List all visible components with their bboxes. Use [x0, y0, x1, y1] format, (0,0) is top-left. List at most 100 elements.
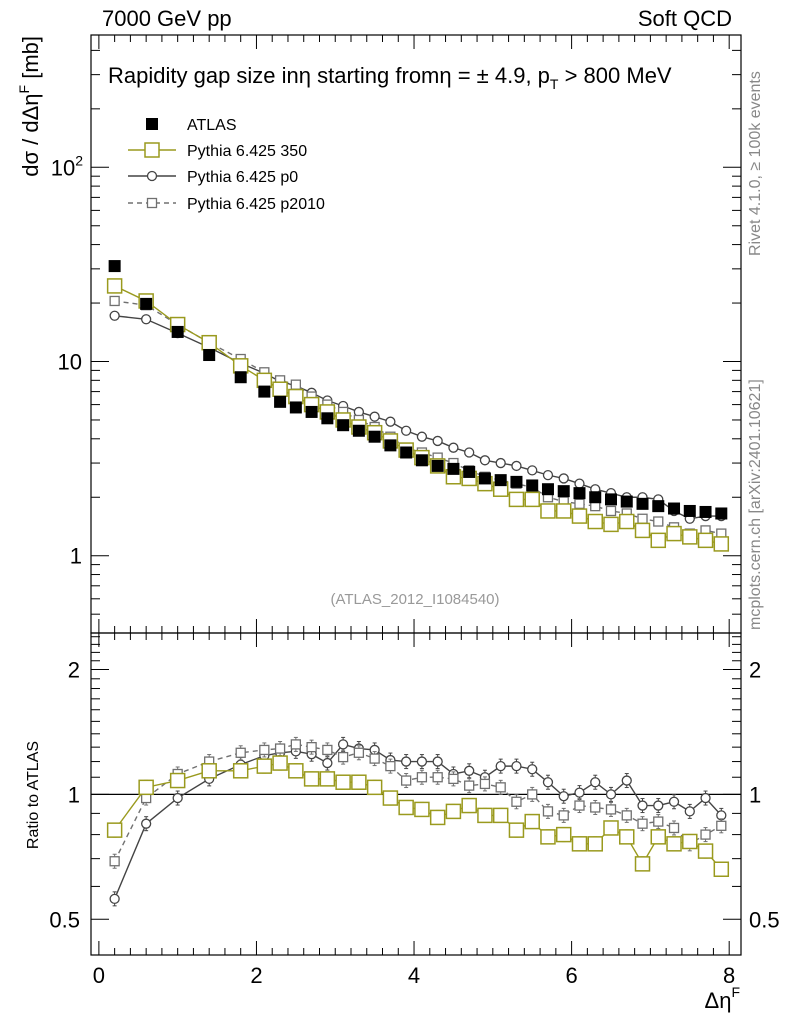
data-point	[232, 763, 249, 779]
data-point	[256, 758, 273, 774]
data-point	[335, 774, 351, 790]
data-point	[274, 395, 287, 408]
data-point	[431, 459, 444, 472]
data-point	[146, 197, 158, 209]
data-point	[201, 763, 217, 779]
data-point	[589, 491, 602, 504]
ratio-series-pythia-6-425-350	[106, 755, 730, 877]
x-tick-label: 4	[408, 963, 420, 988]
main-series-pythia-6-425-p2010	[109, 295, 727, 539]
y-axis-label: dσ / dΔηF [mb]	[16, 36, 43, 177]
data-point	[574, 498, 585, 509]
data-point	[290, 739, 301, 750]
data-point	[542, 777, 554, 788]
data-point	[603, 820, 619, 836]
data-point	[527, 789, 538, 800]
data-point	[306, 741, 317, 753]
legend-label: Pythia 6.425 p2010	[187, 196, 325, 213]
data-point	[682, 833, 698, 850]
legend-label: ATLAS	[187, 117, 237, 134]
energy-label: 7000 GeV pp	[102, 6, 232, 31]
data-point	[571, 836, 588, 852]
data-point	[637, 818, 648, 829]
data-point	[401, 756, 412, 767]
legend-label: Pythia 6.425 p0	[187, 169, 298, 186]
data-point	[169, 772, 186, 789]
data-point	[106, 822, 123, 838]
data-point	[605, 493, 617, 506]
data-point	[668, 502, 681, 515]
data-point	[108, 260, 121, 273]
data-point	[448, 773, 459, 785]
data-point	[235, 747, 246, 758]
data-point	[290, 379, 301, 390]
data-point	[573, 487, 586, 500]
data-point	[464, 765, 475, 776]
data-point	[258, 385, 271, 398]
analysis-watermark: (ATLAS_2012_I1084540)	[330, 591, 499, 608]
data-point	[494, 474, 507, 487]
data-point	[429, 809, 446, 826]
data-point	[172, 792, 183, 804]
data-point	[716, 820, 727, 831]
data-point	[303, 771, 320, 787]
data-point	[511, 460, 522, 472]
data-point	[203, 349, 216, 362]
data-point	[416, 431, 428, 442]
data-point	[382, 790, 399, 806]
data-point	[385, 760, 396, 772]
data-point	[540, 829, 556, 845]
category-label: Soft QCD	[637, 6, 732, 31]
data-point	[527, 465, 538, 476]
ratio-series-pythia-6-425-p0	[109, 736, 727, 907]
series-line	[114, 743, 722, 862]
data-point	[351, 774, 367, 790]
data-point	[445, 803, 462, 820]
data-point	[146, 170, 158, 182]
data-point	[109, 310, 120, 321]
data-point	[322, 757, 333, 769]
legend: ATLAS Pythia 6.425 350 Pythia 6.425 p0 Pyth…	[128, 117, 325, 213]
data-point	[352, 424, 365, 437]
data-point	[416, 756, 428, 767]
data-point	[478, 472, 491, 485]
data-point	[697, 843, 714, 859]
data-point	[201, 334, 217, 351]
data-point	[401, 775, 412, 786]
data-point	[479, 455, 491, 466]
data-point	[141, 818, 152, 829]
data-point	[574, 787, 585, 798]
data-point	[463, 465, 476, 478]
data-point	[541, 483, 554, 496]
data-point	[477, 807, 493, 824]
data-point	[666, 836, 682, 852]
data-point	[684, 806, 695, 817]
main-series-atlas	[108, 260, 728, 520]
data-point	[668, 822, 680, 834]
data-point	[637, 513, 648, 524]
data-point	[508, 491, 525, 508]
data-point	[590, 802, 601, 813]
chart-title: Rapidity gap size inη starting fromη = ±…	[108, 63, 672, 92]
main-series-pythia-6-425-350	[106, 278, 730, 552]
data-point	[274, 743, 286, 754]
data-point	[697, 532, 714, 549]
data-point	[524, 813, 540, 830]
data-point	[305, 405, 318, 418]
y-tick-label: 1	[70, 544, 82, 569]
data-point	[416, 772, 428, 783]
data-point	[603, 516, 619, 533]
data-point	[138, 779, 154, 796]
data-point	[432, 756, 443, 767]
data-point	[510, 475, 523, 488]
data-point	[653, 516, 664, 527]
data-point	[272, 381, 288, 397]
data-point	[715, 507, 728, 520]
data-point	[492, 807, 509, 824]
data-point	[619, 829, 635, 845]
x-axis-label: ΔηF	[705, 984, 741, 1013]
data-point	[555, 503, 572, 519]
data-point	[699, 505, 712, 518]
data-point	[447, 462, 460, 475]
data-point	[542, 469, 554, 481]
